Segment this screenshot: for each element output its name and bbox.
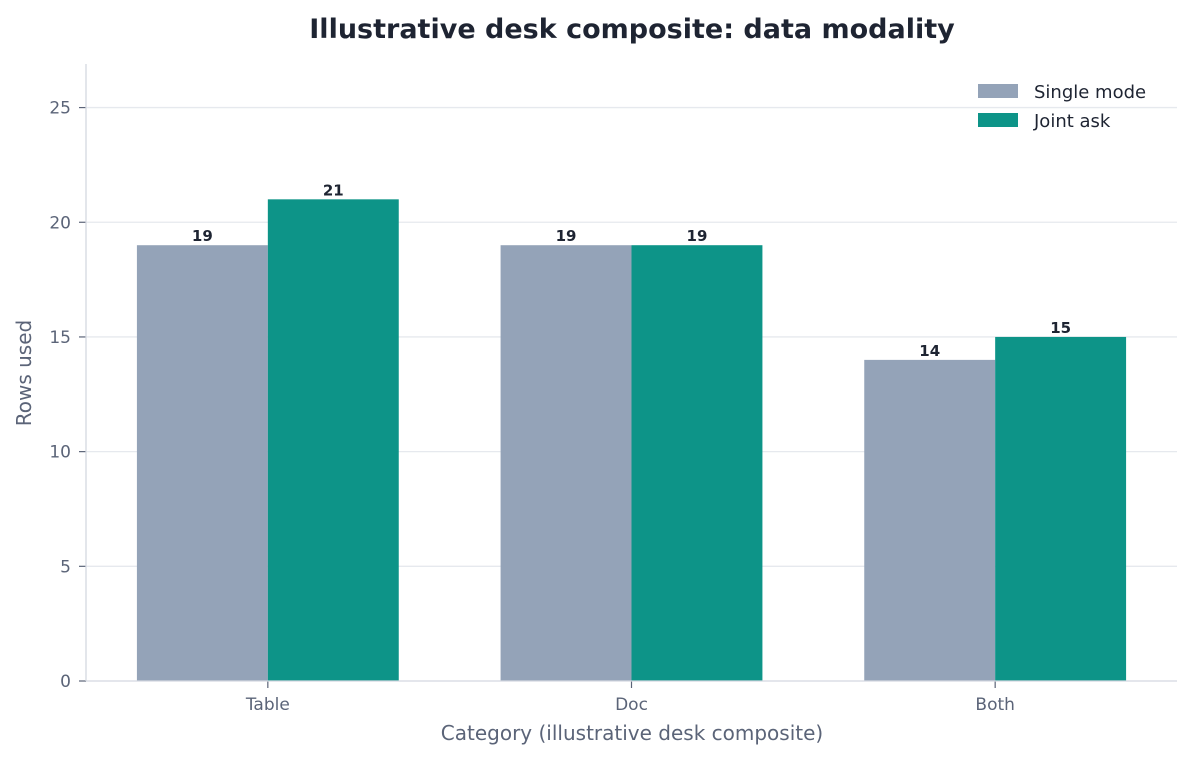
- y-tick-label: 20: [49, 213, 71, 233]
- legend-swatch: [978, 84, 1018, 98]
- bar-value-label: 21: [323, 181, 344, 199]
- bar-value-label: 19: [687, 227, 708, 245]
- legend: Single mode Joint ask: [978, 82, 1146, 132]
- y-tick-label: 0: [60, 672, 71, 692]
- bar-value-label: 15: [1050, 319, 1071, 337]
- bar-value-label: 14: [919, 342, 940, 360]
- bar-single-mode-both: [864, 359, 996, 681]
- legend-label: Single mode: [1034, 82, 1146, 103]
- x-axis-label: Category (illustrative desk composite): [441, 721, 823, 745]
- x-tick-label: Both: [975, 695, 1015, 715]
- bar-joint-ask-both: [995, 336, 1127, 681]
- bar-joint-ask-table: [267, 199, 399, 681]
- y-tick-label: 15: [49, 328, 71, 348]
- bar-single-mode-table: [136, 245, 268, 681]
- data-labels: 19 21 19 19 14 15: [192, 181, 1071, 360]
- y-tick-label: 5: [60, 557, 71, 577]
- bar-value-label: 19: [192, 227, 213, 245]
- y-axis-label: Rows used: [12, 320, 36, 426]
- y-tick-label: 25: [49, 99, 71, 119]
- legend-label: Joint ask: [1033, 111, 1111, 132]
- axes: 0 5 10 15 20 25 Table Doc Both: [49, 64, 1177, 715]
- legend-swatch: [978, 113, 1018, 127]
- bar-value-label: 19: [556, 227, 577, 245]
- x-tick-label: Doc: [615, 695, 648, 715]
- y-tick-label: 10: [49, 443, 71, 463]
- chart-title: Illustrative desk composite: data modali…: [309, 14, 955, 45]
- bars: [136, 199, 1127, 681]
- x-tick-label: Table: [245, 695, 290, 715]
- bar-joint-ask-doc: [631, 245, 763, 681]
- bar-single-mode-doc: [500, 245, 632, 681]
